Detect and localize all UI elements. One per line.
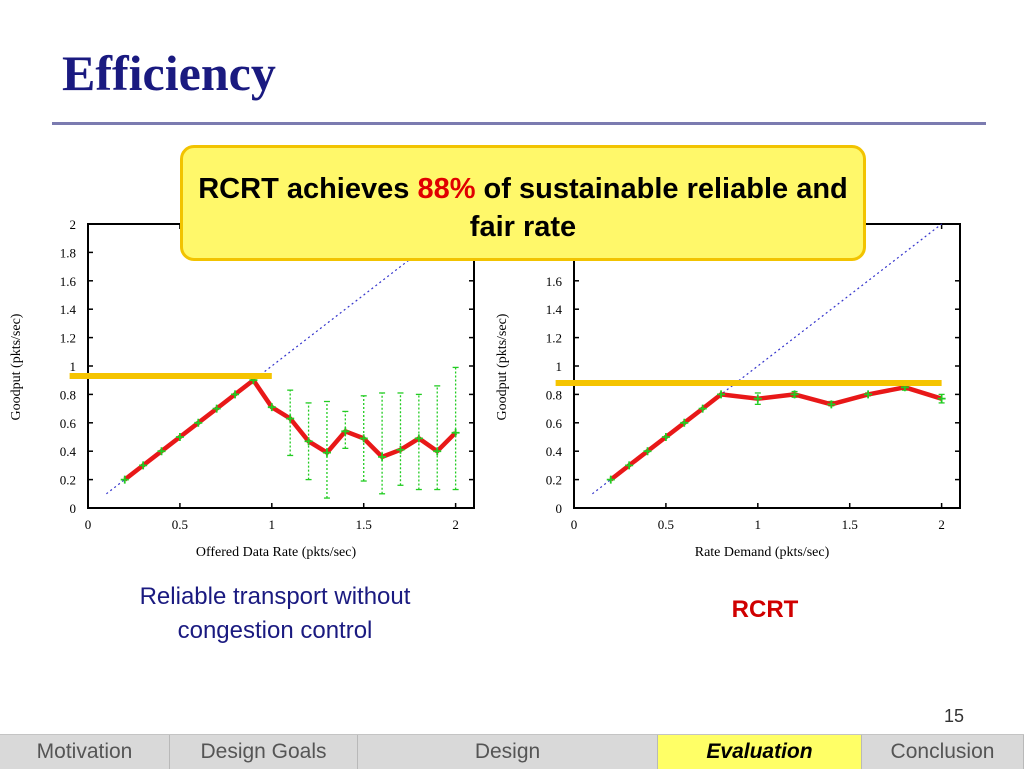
callout-text-after: of sustainable reliable and fair rate bbox=[469, 173, 848, 243]
callout-box: RCRT achieves 88% of sustainable reliabl… bbox=[180, 145, 866, 261]
left-y-tick-label: 0 bbox=[70, 501, 77, 516]
right-reference-line bbox=[592, 223, 942, 495]
nav-item-motivation[interactable]: Motivation bbox=[0, 735, 170, 769]
left-data-point bbox=[231, 390, 240, 399]
right-data-point bbox=[643, 447, 652, 456]
right-data-point bbox=[625, 461, 634, 470]
right-x-tick-label: 0 bbox=[571, 517, 578, 532]
left-data-point bbox=[175, 433, 184, 441]
right-y-axis-label: Goodput (pkts/sec) bbox=[495, 313, 510, 420]
nav-item-design-goals[interactable]: Design Goals bbox=[170, 735, 358, 769]
left-chart-caption: Reliable transport without congestion co… bbox=[100, 580, 450, 648]
left-data-point bbox=[378, 452, 387, 461]
left-y-tick-label: 1.6 bbox=[60, 274, 77, 289]
left-caption-line1: Reliable transport without bbox=[139, 583, 411, 610]
left-y-tick-label: 0.4 bbox=[60, 444, 77, 459]
nav-item-evaluation[interactable]: Evaluation bbox=[658, 735, 862, 769]
left-data-point bbox=[341, 427, 350, 436]
left-data-point bbox=[286, 414, 295, 423]
right-y-tick-label: 1 bbox=[556, 359, 563, 374]
nav-item-design[interactable]: Design bbox=[358, 735, 658, 769]
left-x-tick-label: 0.5 bbox=[172, 517, 188, 532]
right-data-point bbox=[827, 400, 836, 409]
left-data-point bbox=[157, 447, 166, 456]
callout-text-before: RCRT achieves bbox=[198, 173, 418, 205]
left-data-point bbox=[120, 475, 129, 484]
left-data-point bbox=[451, 428, 460, 437]
left-x-tick-label: 1 bbox=[269, 517, 276, 532]
left-data-point bbox=[194, 418, 203, 427]
left-y-axis-label: Goodput (pkts/sec) bbox=[9, 313, 24, 420]
left-x-tick-label: 1.5 bbox=[356, 517, 372, 532]
left-data-point bbox=[322, 448, 331, 457]
left-data-point bbox=[414, 434, 423, 443]
right-y-tick-label: 0 bbox=[556, 501, 563, 516]
right-x-axis-label: Rate Demand (pkts/sec) bbox=[695, 545, 830, 560]
right-data-point bbox=[753, 394, 762, 403]
right-data-point bbox=[937, 394, 946, 403]
left-x-tick-label: 0 bbox=[85, 517, 92, 532]
left-y-tick-label: 0.8 bbox=[60, 387, 76, 402]
left-y-tick-label: 1.8 bbox=[60, 245, 76, 260]
right-data-point bbox=[790, 390, 799, 399]
right-x-tick-label: 1 bbox=[755, 517, 762, 532]
left-caption-line2: congestion control bbox=[177, 617, 373, 644]
left-data-point bbox=[267, 403, 276, 412]
left-reference-line bbox=[106, 223, 456, 495]
right-data-point bbox=[698, 404, 707, 413]
left-y-tick-label: 0.6 bbox=[60, 416, 77, 431]
right-chart-caption: RCRT bbox=[731, 596, 799, 623]
nav-item-conclusion[interactable]: Conclusion bbox=[862, 735, 1024, 769]
left-y-tick-label: 2 bbox=[70, 217, 77, 232]
right-y-tick-label: 1.6 bbox=[546, 274, 563, 289]
section-nav: Motivation Design Goals Design Evaluatio… bbox=[0, 734, 1024, 769]
slide-title: Efficiency bbox=[62, 45, 276, 101]
left-data-point bbox=[212, 404, 221, 413]
left-y-tick-label: 1 bbox=[70, 359, 77, 374]
left-data-point bbox=[139, 461, 148, 470]
right-data-point bbox=[661, 433, 670, 441]
page-number: 15 bbox=[943, 706, 964, 726]
left-data-point bbox=[359, 434, 368, 443]
right-data-point bbox=[864, 390, 873, 399]
left-y-tick-label: 1.4 bbox=[60, 302, 77, 317]
title-divider bbox=[52, 122, 986, 125]
right-y-tick-label: 0.2 bbox=[546, 473, 562, 488]
right-y-tick-label: 0.6 bbox=[546, 416, 563, 431]
left-y-tick-label: 0.2 bbox=[60, 473, 76, 488]
left-y-tick-label: 1.2 bbox=[60, 331, 76, 346]
left-data-point bbox=[304, 437, 313, 446]
right-x-tick-label: 2 bbox=[938, 517, 945, 532]
right-data-point bbox=[717, 390, 726, 399]
callout-highlight: 88% bbox=[417, 173, 476, 205]
right-x-tick-label: 1.5 bbox=[842, 517, 858, 532]
right-y-tick-label: 1.4 bbox=[546, 302, 563, 317]
right-data-point bbox=[680, 418, 689, 427]
right-x-tick-label: 0.5 bbox=[658, 517, 674, 532]
right-data-point bbox=[606, 475, 615, 484]
left-x-axis-label: Offered Data Rate (pkts/sec) bbox=[196, 545, 357, 560]
right-y-tick-label: 0.4 bbox=[546, 444, 563, 459]
right-y-tick-label: 1.2 bbox=[546, 331, 562, 346]
right-y-tick-label: 0.8 bbox=[546, 387, 562, 402]
left-data-point bbox=[396, 445, 405, 454]
left-data-point bbox=[433, 447, 442, 456]
left-x-tick-label: 2 bbox=[452, 517, 459, 532]
